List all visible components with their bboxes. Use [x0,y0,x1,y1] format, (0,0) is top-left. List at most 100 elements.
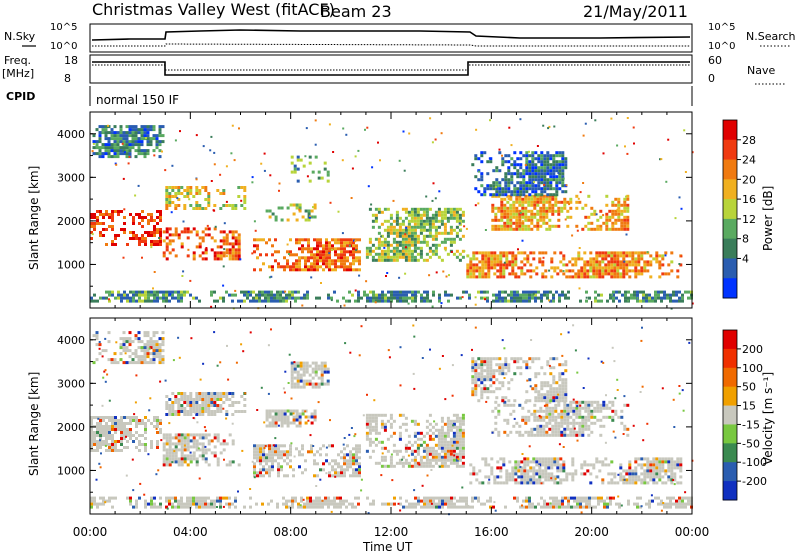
velocity-cell [114,425,117,428]
velocity-cell [283,450,286,454]
power-cell [605,218,609,222]
power-cell [398,234,402,238]
velocity-cell [298,453,301,457]
velocity-cell [520,469,524,473]
power-cell [506,221,510,225]
velocity-cell [195,442,199,446]
velocity-cell [486,375,490,379]
power-cell [565,263,569,267]
power-cell [524,224,528,228]
power-cell [422,240,426,244]
power-cell [322,268,325,272]
power-cell [216,251,220,255]
power-cell [472,257,476,261]
power-speckle [298,208,301,211]
power-cell [595,275,599,279]
power-speckle [633,142,635,145]
velocity-cell [274,450,277,454]
power-cell [153,293,156,297]
velocity-cell [319,453,322,457]
power-cell [669,299,672,303]
power-cell [502,269,506,273]
power-cell [352,268,355,272]
power-cell [522,175,526,179]
velocity-cell [231,442,235,446]
power-cell [216,189,220,192]
power-cell [225,236,229,240]
power-cell [416,210,420,214]
power-cell [504,154,508,158]
power-cell [616,275,620,279]
power-cell [135,213,138,216]
velocity-cell [123,416,126,419]
power-cell [132,216,135,219]
power-speckle [158,237,161,239]
velocity-cell [492,369,496,373]
velocity-cell [201,448,205,452]
velocity-cell [532,472,536,476]
velocity-cell [102,428,105,431]
power-cell [234,254,238,258]
velocity-cell [277,415,281,419]
power-cell [150,243,153,246]
power-cell [161,134,165,138]
velocity-cell [158,337,162,341]
velocity-cell [328,444,331,448]
power-cell [120,293,123,297]
power-cell [540,299,543,303]
power-cell [592,257,596,261]
velocity-cell [207,448,211,452]
velocity-cell [159,422,162,425]
power-cell [455,231,459,235]
power-cell [410,228,414,232]
power-cell [316,241,319,245]
power-cell [111,240,114,243]
velocity-cell [434,434,438,438]
velocity-cell [346,465,349,469]
power-cell [511,260,515,264]
power-cell [513,193,517,197]
velocity-cell [189,460,193,464]
velocity-cell [225,413,229,416]
velocity-cell [416,422,420,426]
power-cell [395,240,399,244]
velocity-cell [527,409,531,413]
power-cell [515,206,519,210]
velocity-cell [102,419,105,422]
power-cell [546,151,550,155]
velocity-cell [253,450,256,454]
velocity-cell [422,461,426,465]
velocity-cell [440,416,444,420]
power-cell [490,254,494,258]
velocity-cell [440,455,444,459]
power-cell [270,299,273,303]
power-cell [319,256,322,260]
power-cell [496,260,500,264]
power-cell [561,190,565,194]
velocity-cell [583,472,587,476]
velocity-cell [416,464,420,468]
power-cell [259,238,262,242]
power-cell [489,187,493,191]
power-cell [528,160,532,164]
power-speckle [181,275,184,277]
power-cell [219,296,222,300]
power-cell [413,249,417,253]
power-cell [108,213,111,216]
power-cell [234,242,238,246]
power-cell [655,254,659,258]
power-cell [168,198,172,201]
power-cell [513,184,517,188]
power-cell [495,181,499,185]
power-cell [553,251,557,255]
velocity-cell [268,447,271,451]
velocity-cell [486,378,490,382]
velocity-cell [143,349,147,353]
power-cell [156,222,159,225]
velocity-cell [122,361,126,365]
power-cell [380,243,384,247]
power-cell [274,238,277,242]
power-cell [529,251,533,255]
power-cell [575,206,579,210]
power-cell [549,178,553,182]
